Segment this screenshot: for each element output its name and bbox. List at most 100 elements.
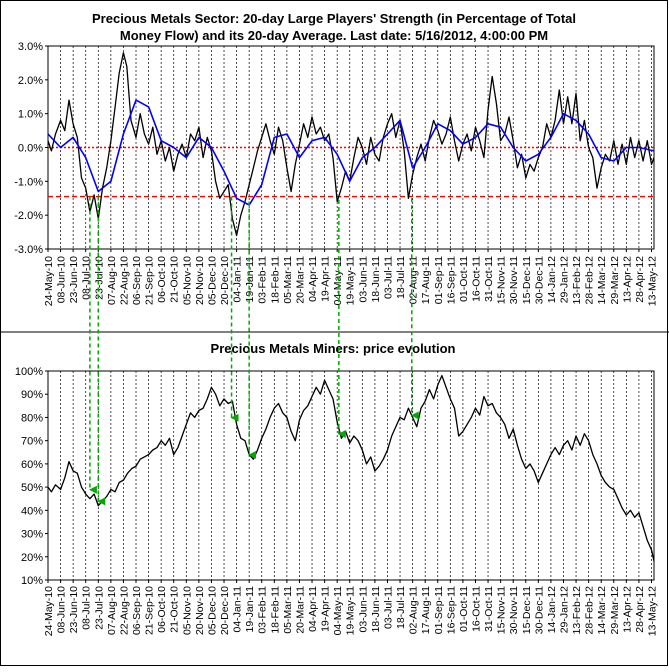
lower-x-tick-label: 15-Nov-11: [496, 586, 508, 634]
upper-x-tick-label: 05-Nov-10: [181, 256, 193, 305]
upper-average-line: [47, 99, 655, 206]
lower-x-tick-label: 28-Apr-12: [634, 586, 646, 633]
lower-x-tick-label: 08-Jul-10: [81, 586, 93, 630]
upper-x-tick-label: 23-Jun-10: [68, 256, 80, 303]
upper-x-tick-label: 23-Jul-10: [93, 256, 105, 300]
upper-x-tick-label: 22-Aug-10: [118, 256, 130, 305]
upper-x-tick-label: 03-Feb-11: [257, 256, 269, 304]
upper-x-tick-label: 16-Oct-11: [470, 256, 482, 302]
lower-x-tick-label: 19-Apr-11: [320, 586, 332, 632]
lower-x-tick-label: 01-Oct-11: [458, 586, 470, 632]
lower-x-tick-label: 03-Jun-11: [357, 586, 369, 633]
upper-chart-title-line-1: Precious Metals Sector: 20-day Large Pla…: [92, 11, 576, 26]
arrows-layer: [88, 196, 419, 506]
lower-x-tick-label: 04-Jan-11: [232, 586, 244, 633]
lower-x-tick-label: 02-Aug-11: [408, 586, 420, 634]
lower-x-tick-label: 21-Oct-10: [169, 586, 181, 633]
lower-x-tick-label: 20-Dec-10: [219, 586, 231, 635]
upper-y-tick-label: 3.0%: [18, 41, 43, 53]
upper-x-tick-label: 03-Jun-11: [357, 256, 369, 303]
lower-x-tick-label: 21-Sep-10: [144, 586, 156, 635]
lower-x-tick-label: 17-Aug-11: [420, 586, 432, 634]
upper-x-tick-label: 02-Aug-11: [408, 256, 420, 304]
lower-x-tick-label: 03-Feb-11: [257, 586, 269, 634]
upper-x-tick-label: 05-Mar-11: [282, 256, 294, 304]
lower-x-tick-label: 14-Mar-12: [596, 586, 608, 635]
upper-x-tick-label: 08-Jul-10: [81, 256, 93, 300]
lower-x-tick-label: 03-Jul-11: [382, 586, 394, 629]
upper-chart: 24-May-10 08-Jun-10 23-Jun-10 08-Jul-10 23-J…: [14, 41, 658, 306]
upper-x-tick-label: 30-Nov-11: [508, 256, 520, 304]
lower-y-tick-label: 40%: [21, 505, 43, 517]
lower-x-tick-label: 20-Nov-10: [194, 586, 206, 635]
upper-x-tick-label: 13-May-12: [646, 256, 658, 306]
upper-x-tick-label: 31-Oct-11: [483, 256, 495, 302]
upper-x-tick-label: 15-Nov-11: [496, 256, 508, 304]
upper-x-tick-label: 21-Sep-10: [144, 256, 156, 305]
upper-y-tick-label: 0.0%: [18, 143, 43, 155]
lower-x-tick-label: 06-Sep-10: [131, 586, 143, 635]
upper-x-tick-label: 24-May-10: [43, 256, 55, 306]
upper-x-tick-label: 14-Jan-12: [546, 256, 558, 303]
lower-x-tick-label: 18-Feb-11: [269, 586, 281, 634]
lower-x-tick-label: 28-Feb-12: [584, 586, 596, 635]
upper-x-tick-label: 20-Dec-10: [219, 256, 231, 305]
lower-x-tick-label: 30-Dec-11: [533, 586, 545, 634]
upper-x-tick-label: 17-Aug-11: [420, 256, 432, 304]
lower-y-tick-label: 80%: [21, 412, 43, 424]
upper-x-tick-label: 30-Dec-11: [533, 256, 545, 304]
lower-x-tick-label: 13-Apr-12: [621, 586, 633, 633]
lower-plot-area: [47, 370, 655, 581]
lower-x-tick-label: 22-Aug-10: [118, 586, 130, 635]
lower-chart-title: Precious Metals Miners: price evolution: [211, 341, 456, 356]
upper-x-tick-label: 04-Jan-11: [232, 256, 244, 303]
upper-x-tick-label: 08-Jun-10: [56, 256, 68, 303]
lower-price-line: [47, 374, 655, 562]
upper-y-tick-label: 1.0%: [18, 109, 43, 121]
upper-x-tick-label: 20-Mar-11: [294, 256, 306, 304]
lower-x-tick-label: 15-Dec-11: [521, 586, 533, 634]
lower-x-tick-label: 05-Mar-11: [282, 586, 294, 634]
lower-x-tick-label: 19-Jan-11: [244, 586, 256, 633]
lower-x-tick-label: 08-Jun-10: [56, 586, 68, 633]
upper-y-tick-label: -2.0%: [14, 210, 43, 222]
upper-x-tick-label: 29-Jan-12: [558, 256, 570, 303]
lower-y-tick-label: 50%: [21, 482, 43, 494]
upper-x-tick-label: 15-Dec-11: [521, 256, 533, 304]
upper-x-tick-label: 28-Apr-12: [634, 256, 646, 303]
lower-x-tick-label: 07-Aug-10: [106, 586, 118, 635]
lower-x-tick-label: 24-May-10: [43, 586, 55, 636]
lower-x-tick-label: 05-Nov-10: [181, 586, 193, 635]
upper-x-tick-label: 06-Sep-10: [131, 256, 143, 305]
upper-x-tick-label: 18-Feb-11: [269, 256, 281, 304]
upper-x-tick-label: 14-Mar-12: [596, 256, 608, 305]
lower-y-tick-label: 10%: [21, 575, 43, 587]
lower-chart: 24-May-10 08-Jun-10 23-Jun-10 08-Jul-10 23-J…: [15, 366, 659, 636]
upper-x-tick-label: 16-Sep-11: [445, 256, 457, 304]
upper-price-line: [47, 52, 655, 237]
upper-x-tick-label: 01-Oct-11: [458, 256, 470, 302]
upper-y-tick-label: -3.0%: [14, 244, 43, 256]
lower-x-tick-label: 04-May-11: [332, 586, 344, 636]
upper-x-tick-label: 29-Mar-12: [609, 256, 621, 305]
upper-x-tick-label: 21-Oct-10: [169, 256, 181, 303]
upper-x-tick-label: 07-Aug-10: [106, 256, 118, 305]
upper-x-tick-label: 18-Jul-11: [395, 256, 407, 299]
lower-x-tick-label: 06-Oct-10: [156, 586, 168, 633]
lower-x-tick-label: 16-Sep-11: [445, 586, 457, 634]
upper-y-tick-label: -1.0%: [14, 176, 43, 188]
lower-x-tick-label: 04-Apr-11: [307, 586, 319, 632]
upper-x-tick-label: 19-Apr-11: [320, 256, 332, 302]
lower-x-tick-label: 30-Nov-11: [508, 586, 520, 634]
lower-x-tick-label: 13-Feb-12: [571, 586, 583, 635]
lower-x-tick-label: 18-Jul-11: [395, 586, 407, 629]
upper-x-tick-label: 28-Feb-12: [584, 256, 596, 305]
lower-x-tick-label: 14-Jan-12: [546, 586, 558, 633]
upper-x-tick-label: 18-Jun-11: [370, 256, 382, 303]
upper-y-tick-label: 2.0%: [18, 75, 43, 87]
lower-y-tick-label: 90%: [21, 389, 43, 401]
lower-x-tick-label: 01-Sep-11: [433, 586, 445, 634]
upper-x-tick-label: 01-Sep-11: [433, 256, 445, 304]
lower-x-tick-label: 13-May-12: [646, 586, 658, 636]
